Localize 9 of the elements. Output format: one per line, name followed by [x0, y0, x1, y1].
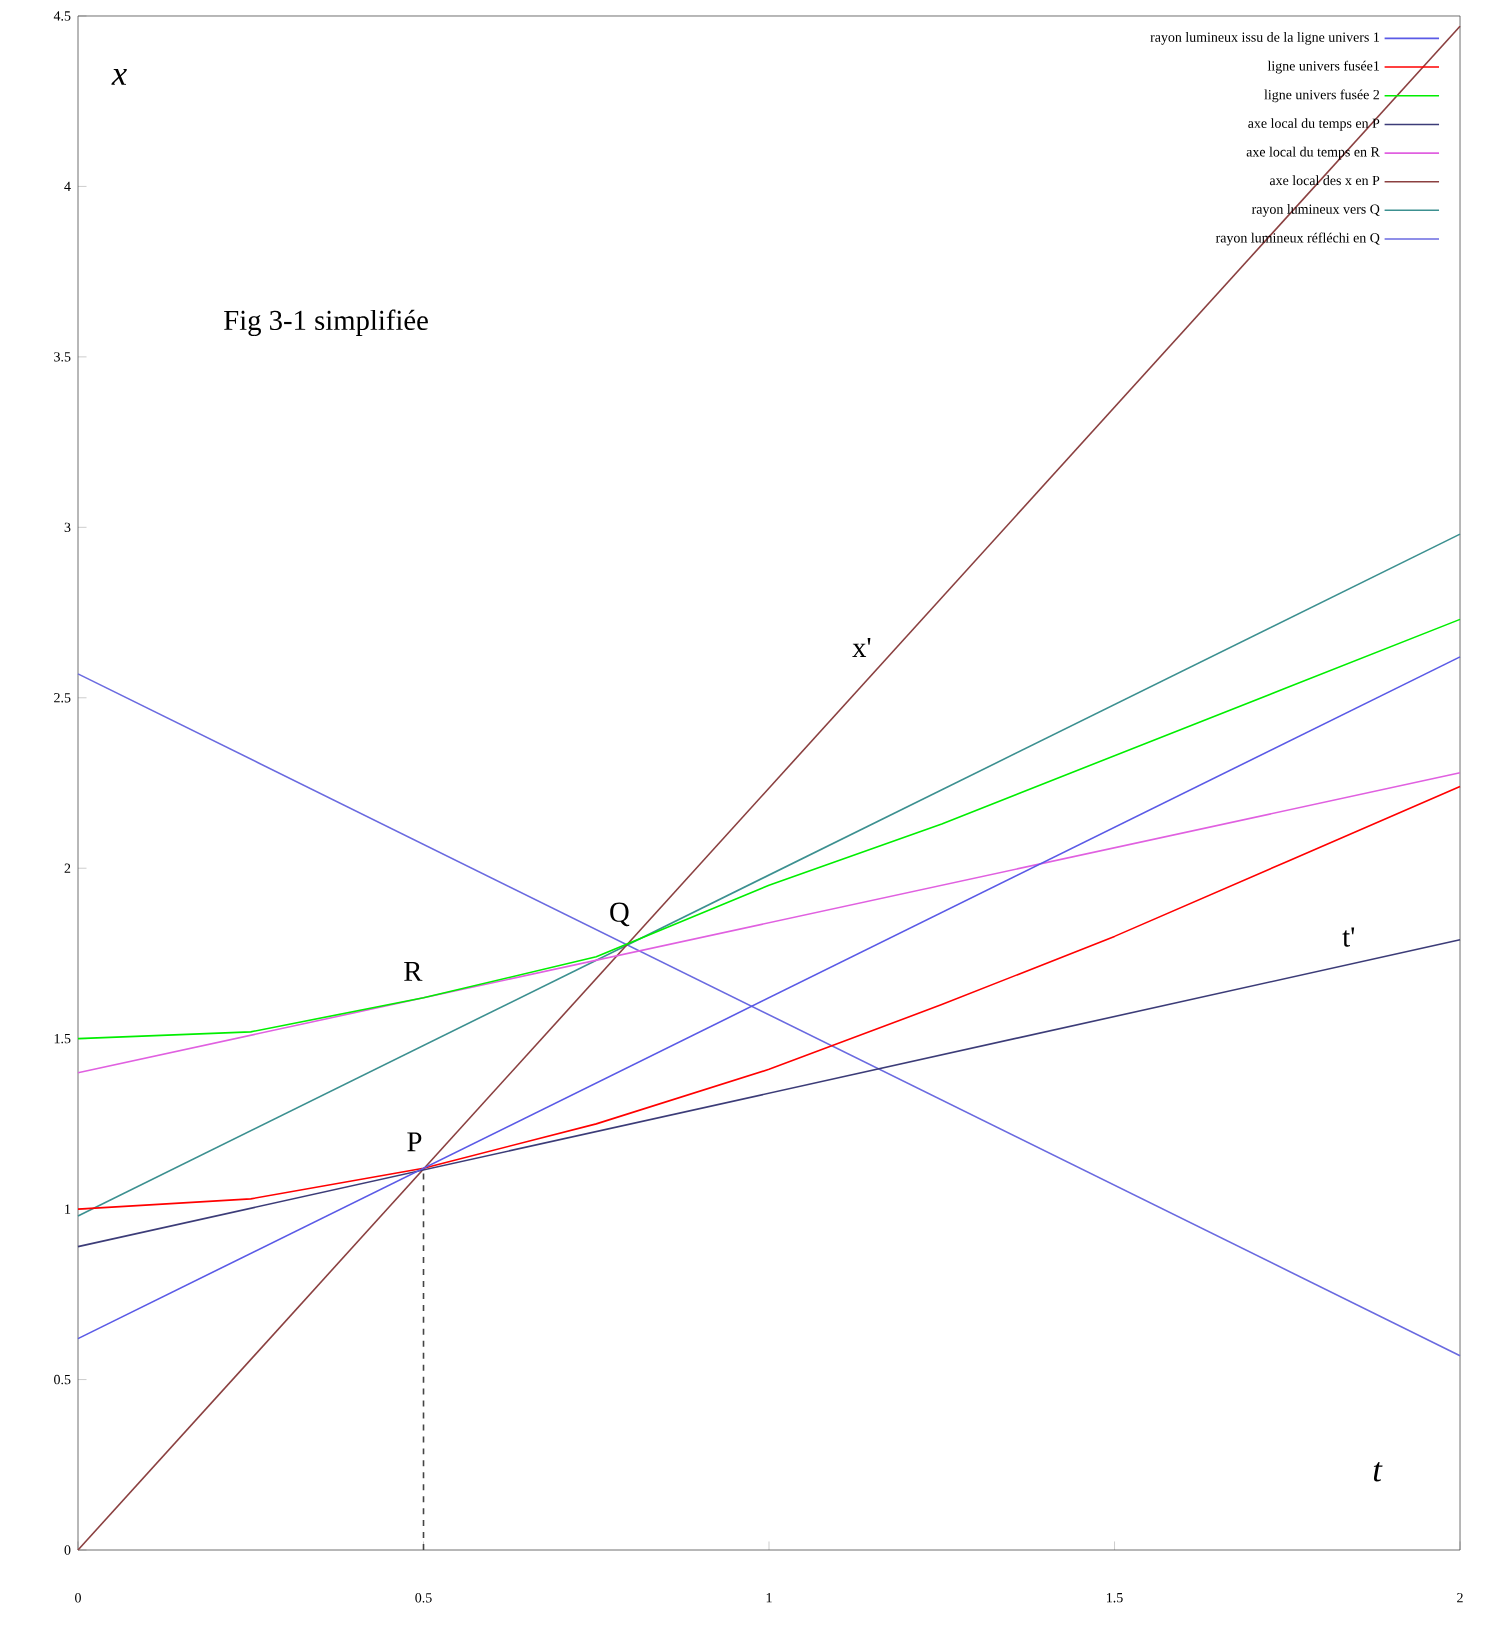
annotation: t' — [1342, 927, 1355, 947]
annotation: R — [404, 961, 423, 981]
line-series — [77, 785, 1461, 1210]
y-axis-title: x — [111, 69, 127, 85]
annotation: P — [407, 1132, 422, 1152]
annotation: x' — [852, 638, 871, 657]
x-axis-title: t — [1373, 1461, 1383, 1482]
annotation: Fig 3-1 simplifiée — [224, 309, 428, 336]
annotation: Q — [610, 902, 630, 927]
